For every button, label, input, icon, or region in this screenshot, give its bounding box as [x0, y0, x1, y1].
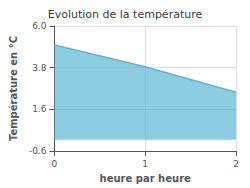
- svg-text:heure par heure: heure par heure: [100, 173, 191, 184]
- svg-text:-0.6: -0.6: [29, 146, 47, 156]
- svg-text:Evolution de la température: Evolution de la température: [48, 8, 203, 21]
- svg-text:1.6: 1.6: [32, 104, 47, 114]
- svg-text:3.8: 3.8: [32, 63, 47, 73]
- svg-text:1: 1: [142, 159, 148, 169]
- svg-text:Température en °C: Température en °C: [8, 36, 19, 141]
- svg-text:2: 2: [233, 159, 239, 169]
- svg-text:6.0: 6.0: [32, 21, 47, 31]
- svg-text:0: 0: [52, 159, 58, 169]
